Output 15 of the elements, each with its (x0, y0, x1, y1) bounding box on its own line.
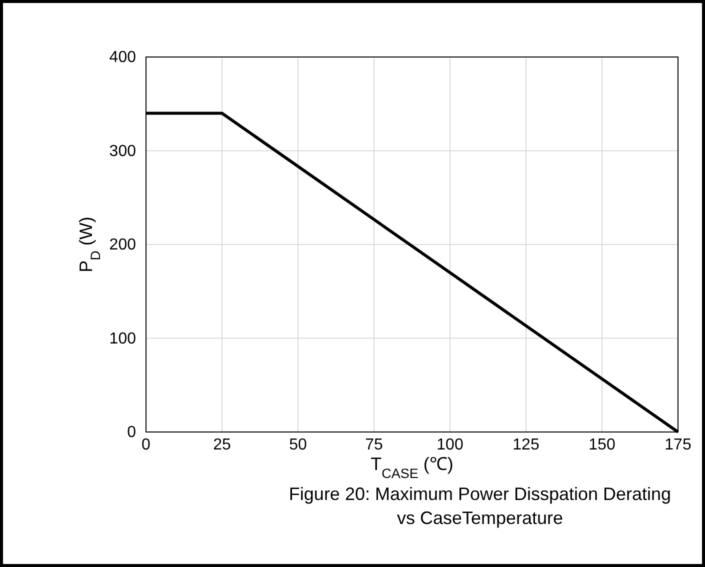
x-tick-label: 175 (664, 436, 692, 454)
y-tick-label: 100 (109, 330, 136, 348)
x-tick-label: 125 (512, 436, 540, 454)
y-tick-label: 0 (127, 424, 136, 442)
y-tick-label: 300 (109, 142, 136, 160)
y-tick-label: 200 (109, 236, 136, 254)
x-axis-title: T$_{CASE}$ (℃) (370, 454, 454, 480)
x-tick-label: 75 (365, 436, 383, 454)
y-tick-label: 400 (109, 49, 136, 66)
text: Figure 20: Maximum Power Disspation Derating vs CaseTemperature (288, 484, 672, 528)
x-tick-label: 50 (289, 436, 307, 454)
x-tick-label: 100 (436, 436, 464, 454)
x-tick-label: 0 (142, 436, 151, 454)
x-tick-label: 25 (213, 436, 231, 454)
x-tick-label: 150 (588, 436, 616, 454)
